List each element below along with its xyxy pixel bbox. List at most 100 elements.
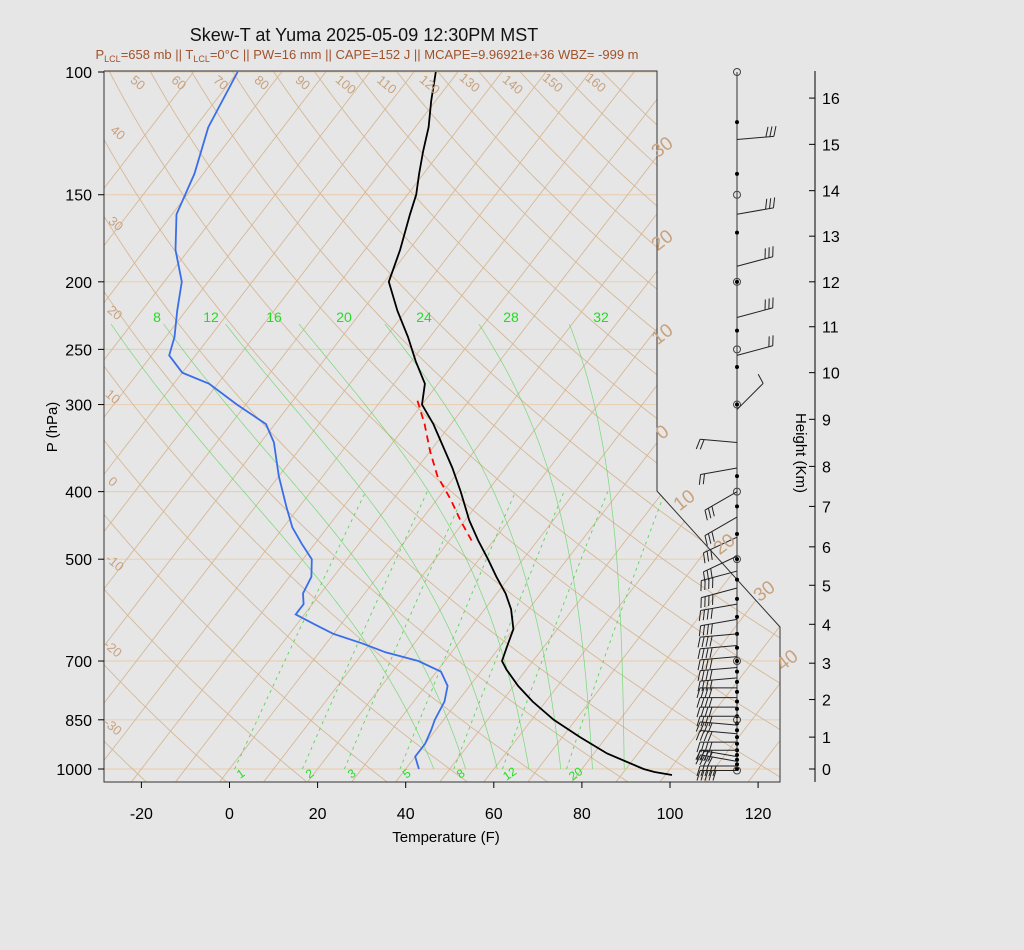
barb-dot (735, 728, 739, 733)
dry-adiabat-line (104, 71, 471, 782)
moist-adiabat-line (569, 323, 625, 769)
wind-barb (736, 335, 774, 356)
x-axis: -20 0 20 40 60 80 100 120 (130, 782, 772, 823)
wind-barb-staff (700, 730, 738, 735)
isotherm-line (482, 71, 780, 782)
wind-barb-flag (704, 741, 709, 753)
x-axis-label: Temperature (F) (392, 829, 500, 846)
wind-barb (698, 618, 738, 637)
moist-adiabat-label: 24 (416, 309, 432, 325)
mixing-ratio-line (234, 491, 367, 770)
wind-barb-staff (700, 467, 738, 475)
barb-open-circle (733, 345, 741, 354)
wind-barb-flag (757, 373, 764, 384)
wind-barb (697, 677, 738, 692)
dry-adiabat-label: 50 (128, 72, 149, 93)
wind-barb-flag (709, 647, 713, 659)
wind-barb-flag (708, 770, 713, 781)
isotherm-line (702, 71, 780, 782)
isotherm-line (173, 71, 735, 782)
height-tick-label: 4 (822, 617, 831, 634)
wind-barb-flag (708, 741, 713, 753)
wind-barb-flag (700, 706, 705, 718)
wind-barb-staff (700, 618, 738, 627)
isotherm-line (261, 71, 780, 782)
x-tick-label: 40 (397, 806, 415, 823)
wind-barb-flag (697, 680, 701, 692)
wind-barb-flag (702, 625, 705, 636)
isotherm-label: 40 (773, 646, 803, 676)
wind-barb (702, 555, 738, 583)
isotherm-line (104, 71, 339, 782)
mixing-ratio-label: 20 (566, 764, 585, 783)
wind-barb-flag (709, 679, 713, 691)
wind-barb-flag (707, 508, 712, 519)
wind-barb-flag (708, 697, 713, 708)
wind-barb (697, 645, 738, 660)
dry-adiabat-label: 10 (103, 386, 124, 407)
wind-barb-flag (699, 730, 705, 741)
p-tick-label: 500 (65, 552, 92, 569)
dry-adiabat-line (104, 71, 631, 782)
isotherm-line (835, 56, 1024, 783)
dry-adiabat-line (104, 71, 780, 782)
wind-barb-flag (696, 687, 701, 699)
wind-barb (697, 666, 738, 682)
isotherm-line (746, 71, 780, 782)
dry-adiabat-label: 100 (333, 72, 359, 97)
wind-barb-flag (710, 623, 713, 635)
barb-dot (735, 474, 739, 479)
dry-adiabat-line (182, 71, 780, 782)
dry-adiabat-line (263, 71, 780, 782)
wind-barb (696, 706, 737, 718)
wind-barb-flag (700, 697, 705, 708)
plot-frame (103, 70, 781, 783)
wind-barb-staff (701, 570, 738, 582)
height-tick-label: 6 (822, 540, 831, 557)
wind-barb-flag (708, 750, 713, 761)
wind-barb (702, 536, 738, 564)
wind-barb-flag (698, 474, 702, 485)
wind-barb-flag (707, 533, 712, 544)
moist-adiabat-label: 16 (266, 309, 282, 325)
mixing-ratio-label: 3 (345, 766, 359, 781)
moist-adiabat-label: 8 (153, 309, 161, 325)
wind-barb-flag (769, 126, 773, 137)
wind-barb-flag (773, 125, 777, 137)
p-tick-label: 250 (65, 342, 92, 359)
dry-adiabat-label: 40 (108, 122, 129, 143)
isotherm-label: 10 (648, 320, 678, 350)
barb-open-circle (733, 487, 741, 496)
isotherm-label: 10 (670, 486, 700, 516)
wind-barb-staff (703, 536, 738, 554)
dry-adiabat-label: 150 (540, 70, 566, 95)
wind-barb-flag (705, 636, 709, 647)
wind-barb-staff (700, 438, 738, 443)
wind-barb-flag (711, 506, 715, 517)
wind-barb-staff (700, 633, 738, 638)
dry-adiabat-label: 60 (169, 72, 190, 93)
wind-barb-flag (705, 659, 709, 670)
height-tick-label: 5 (822, 578, 831, 595)
barb-dot (735, 328, 739, 333)
isotherm-line (129, 71, 691, 782)
plot-data-lines (168, 71, 673, 776)
wind-barb-staff (736, 383, 764, 410)
barb-dot (735, 735, 739, 740)
wind-barb (696, 697, 737, 708)
dry-adiabat-line (303, 71, 780, 782)
parcel-line (416, 399, 473, 541)
wind-barbs (695, 68, 777, 781)
dry-adiabat-line (104, 71, 390, 782)
dry-adiabat-line (384, 71, 780, 782)
moist-adiabat-line (298, 323, 530, 770)
wind-barb (696, 715, 737, 727)
wind-barb-flag (701, 648, 705, 659)
wind-barb-staff (700, 677, 738, 682)
plot-background-lines (104, 56, 1024, 783)
wind-barb-flag (699, 722, 705, 733)
dry-adiabat-line (222, 71, 780, 782)
height-tick-label: 0 (822, 762, 831, 779)
wind-barb-flag (706, 570, 710, 581)
